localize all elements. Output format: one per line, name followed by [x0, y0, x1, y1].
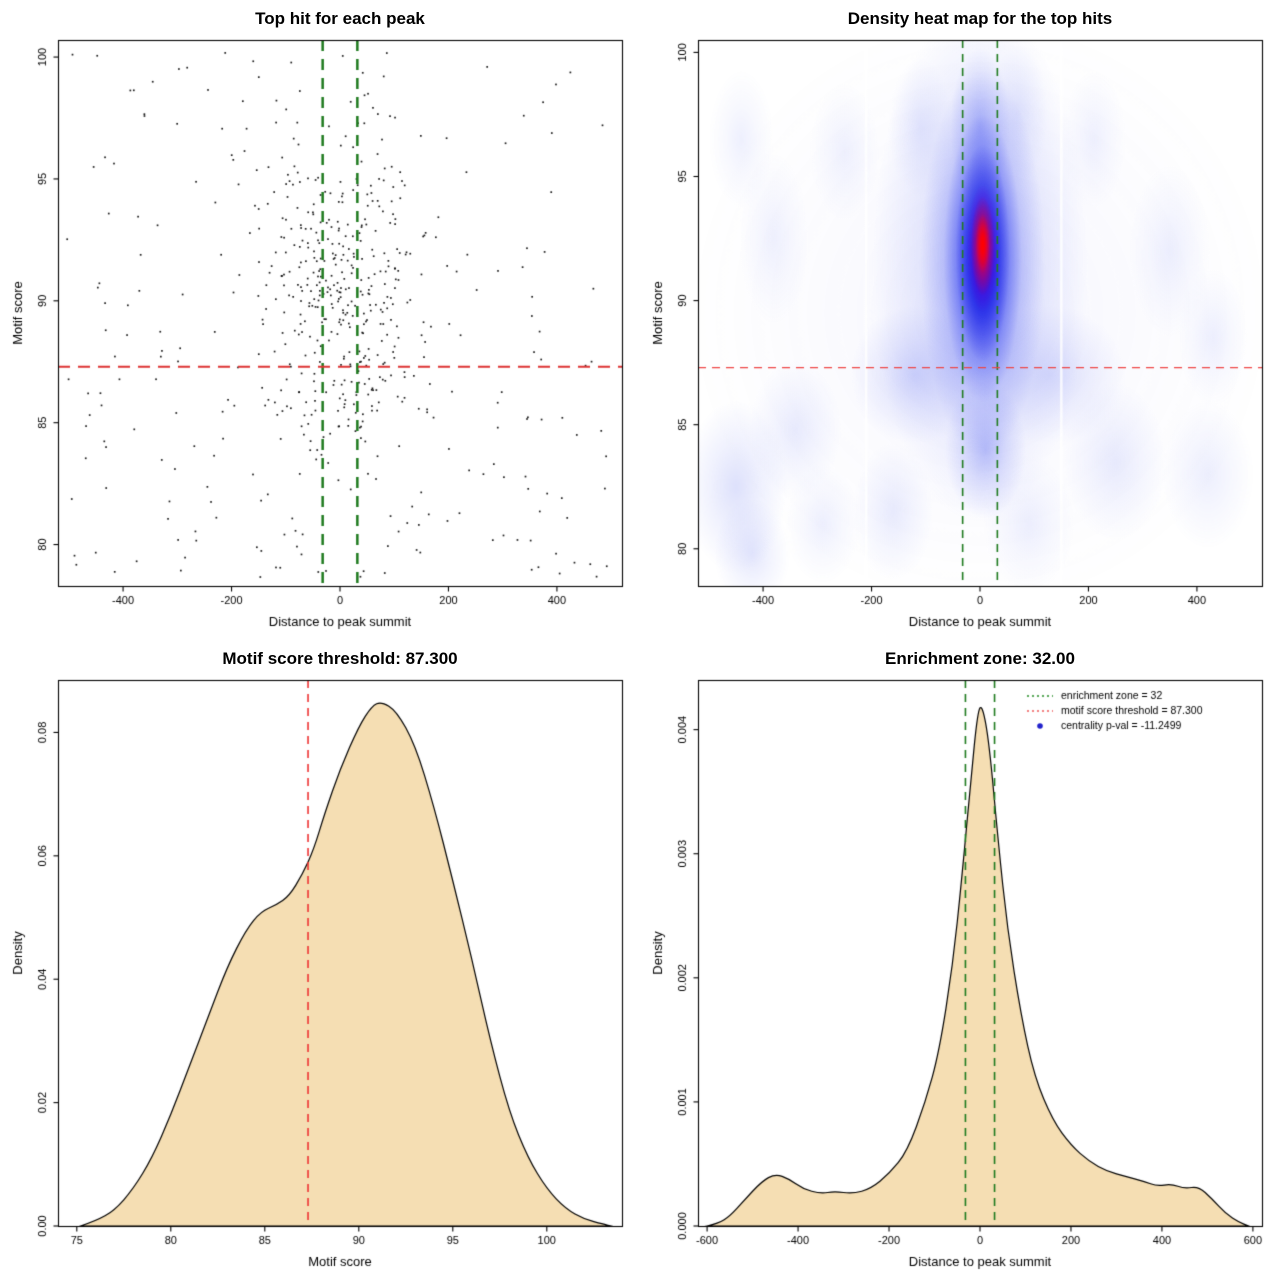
enrichment-zone-density-canvas	[640, 640, 1280, 1280]
panel-enrichment-zone-density: Enrichment zone: 32.00	[640, 640, 1280, 1280]
chart-title-motif-threshold: Motif score threshold: 87.300	[222, 649, 458, 668]
panel-motif-score-density: Motif score threshold: 87.300	[0, 640, 640, 1280]
heatmap-plot-canvas	[640, 0, 1280, 640]
motif-score-density-canvas	[0, 640, 640, 1280]
chart-title-heatmap: Density heat map for the top hits	[847, 9, 1113, 28]
chart-title-enrichment-zone: Enrichment zone: 32.00	[885, 649, 1075, 668]
panel-density-heatmap: Density heat map for the top hits	[640, 0, 1280, 640]
panel-scatter-top-hits: Top hit for each peak	[0, 0, 640, 640]
chart-title-scatter: Top hit for each peak	[255, 9, 425, 28]
scatter-plot-canvas	[0, 0, 640, 640]
